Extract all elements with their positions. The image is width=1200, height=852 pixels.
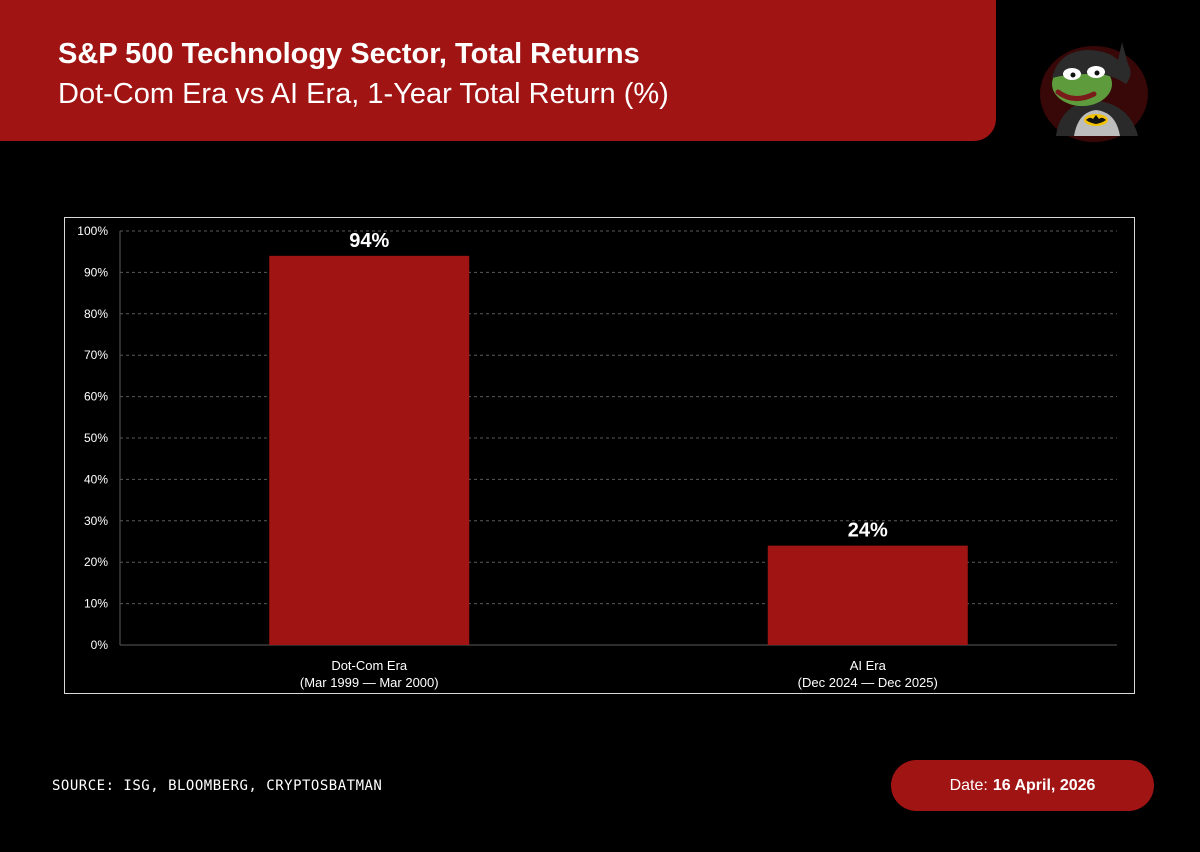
y-tick-label: 10% [84, 597, 108, 611]
date-badge: Date: 16 April, 2026 [891, 760, 1154, 811]
y-tick-label: 60% [84, 390, 108, 404]
bar-chart: 0% 10% 20% 30% 40% 50% 60% 70% 80% 90% 100% 94% Dot-… [77, 224, 1117, 690]
y-tick-label: 80% [84, 307, 108, 321]
y-tick-label: 70% [84, 348, 108, 362]
chart-title: S&P 500 Technology Sector, Total Returns [58, 38, 640, 70]
y-tick-label: 50% [84, 431, 108, 445]
x-category-label: (Dec 2024 — Dec 2025) [798, 675, 938, 690]
chart-subtitle: Dot-Com Era vs AI Era, 1-Year Total Retu… [58, 78, 669, 110]
x-category-label: Dot-Com Era [331, 658, 408, 673]
y-tick-label: 100% [77, 224, 108, 238]
bar [767, 545, 968, 645]
y-tick-label: 0% [91, 638, 109, 652]
chart-frame: 0% 10% 20% 30% 40% 50% 60% 70% 80% 90% 100% 94% Dot-… [64, 217, 1135, 694]
data-label: 94% [349, 230, 389, 252]
y-tick-label: 40% [84, 472, 108, 486]
y-tick-label: 30% [84, 514, 108, 528]
data-label: 24% [848, 520, 888, 542]
y-tick-label: 90% [84, 265, 108, 279]
y-tick-label: 20% [84, 555, 108, 569]
date-value: 16 April, 2026 [992, 776, 1096, 794]
batman-pepe-mascot-icon [1040, 42, 1148, 142]
bar [269, 255, 470, 645]
x-category-label: (Mar 1999 — Mar 2000) [300, 675, 439, 690]
header-banner [0, 0, 996, 141]
x-category-label: AI Era [850, 658, 887, 673]
date-prefix: Date: [949, 776, 988, 794]
source-note: SOURCE: ISG, BLOOMBERG, CRYPTOSBATMAN [52, 778, 383, 794]
